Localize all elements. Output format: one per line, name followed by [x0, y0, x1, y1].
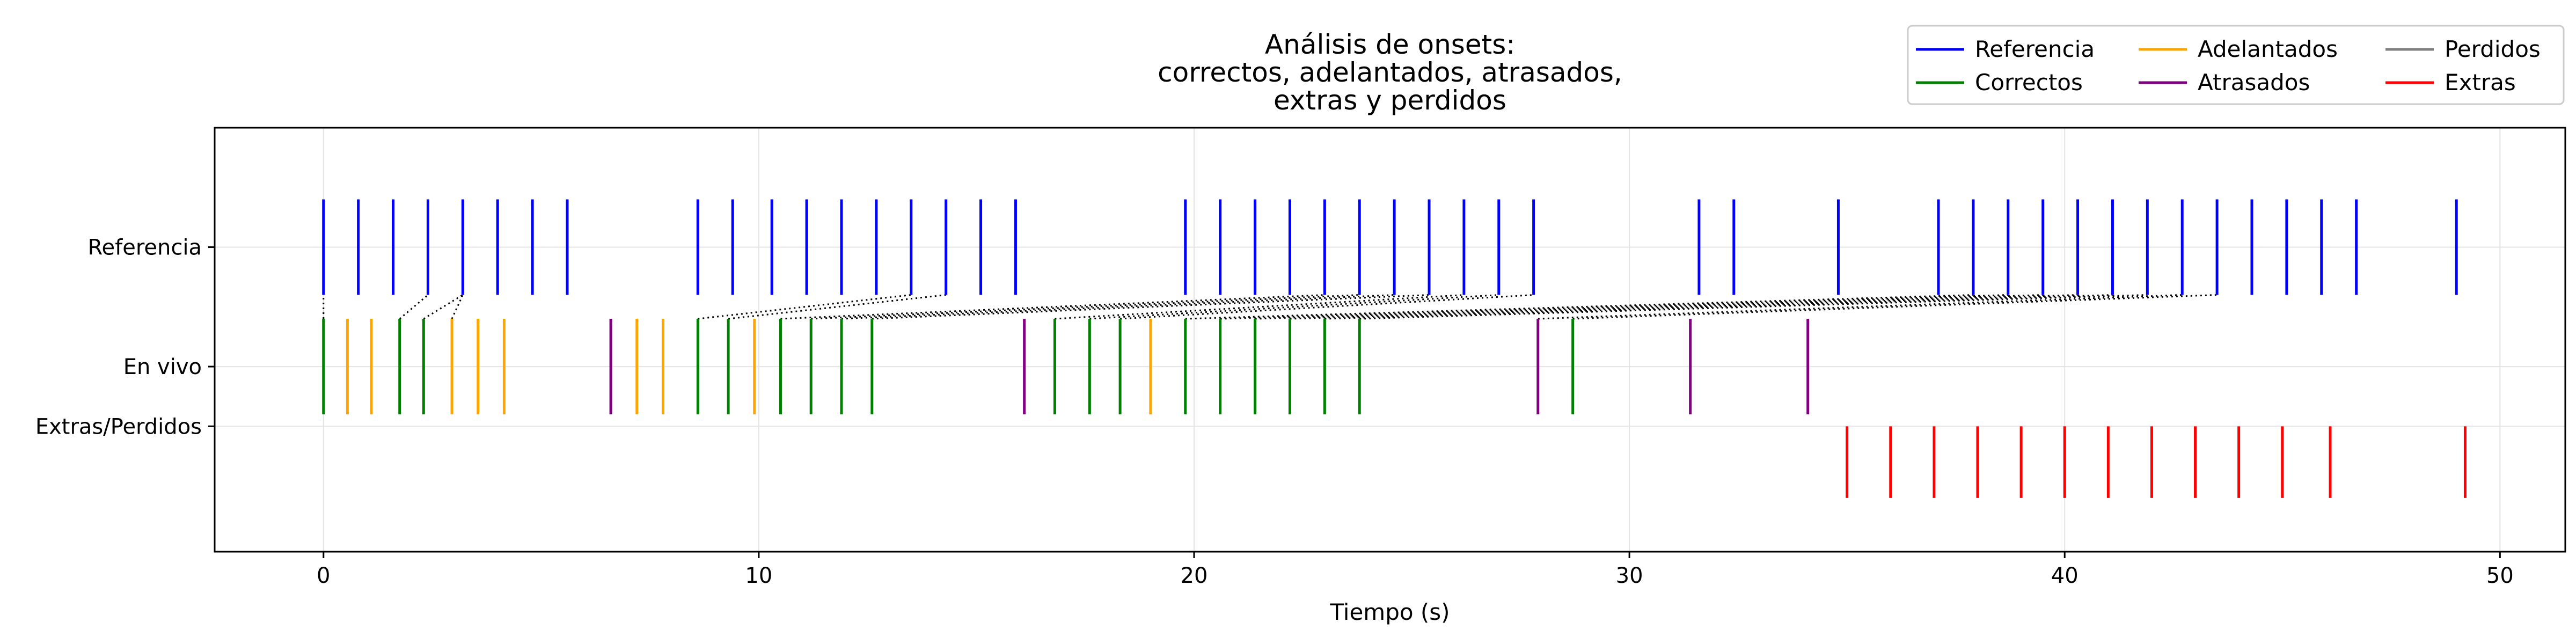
legend-label: Perdidos: [2445, 36, 2541, 62]
chart-title-line: Análisis de onsets:: [1265, 29, 1515, 60]
x-tick-label: 30: [1616, 564, 1643, 588]
legend-label: Adelantados: [2198, 36, 2338, 62]
x-tick-label: 50: [2486, 564, 2514, 588]
match-line: [1089, 294, 1499, 320]
chart-title-line: correctos, adelantados, atrasados,: [1158, 57, 1622, 88]
match-line: [1255, 294, 2043, 320]
match-line: [1324, 294, 2113, 320]
match-line: [1538, 294, 2183, 320]
legend: Referencia Correctos Adelantados Atrasados P…: [1907, 25, 2565, 105]
y-tick-label: En vivo: [123, 355, 202, 379]
match-line: [1359, 294, 2148, 320]
match-line: [728, 294, 946, 320]
grid: [215, 128, 2565, 552]
legend-label: Referencia: [1975, 36, 2095, 62]
x-axis-label: Tiempo (s): [1329, 599, 1450, 625]
x-tick-label: 20: [1181, 564, 1208, 588]
chart-title: Análisis de onsets:correctos, adelantado…: [1158, 29, 1622, 116]
legend-label: Correctos: [1975, 69, 2083, 96]
plot-frame: [214, 127, 2566, 553]
match-line: [423, 294, 464, 320]
legend-label: Extras: [2445, 69, 2516, 96]
match-lines: [323, 294, 2218, 320]
event-markers: [322, 199, 2467, 498]
match-line: [1220, 294, 2008, 320]
match-line: [1290, 294, 2078, 320]
x-tick-label: 40: [2051, 564, 2079, 588]
y-axis-ticks: Referencia En vivo Extras/Perdidos: [35, 236, 215, 439]
legend-box: [1907, 25, 2565, 105]
match-line: [1185, 294, 1973, 320]
x-tick-label: 10: [745, 564, 772, 588]
match-line: [1055, 294, 1464, 320]
y-tick-label: Referencia: [88, 236, 202, 260]
x-tick-label: 0: [317, 564, 330, 588]
chart-title-line: extras y perdidos: [1274, 85, 1506, 116]
legend-label: Atrasados: [2198, 69, 2310, 96]
match-line: [780, 294, 1325, 320]
match-line: [1572, 294, 2218, 320]
match-line: [1120, 294, 1534, 320]
y-tick-label: Extras/Perdidos: [35, 414, 202, 439]
match-line: [872, 294, 1430, 320]
match-line: [841, 294, 1395, 320]
match-line: [399, 294, 429, 320]
x-axis-ticks: 0 10 20 30 40 50: [317, 552, 2514, 588]
match-line: [698, 294, 911, 320]
